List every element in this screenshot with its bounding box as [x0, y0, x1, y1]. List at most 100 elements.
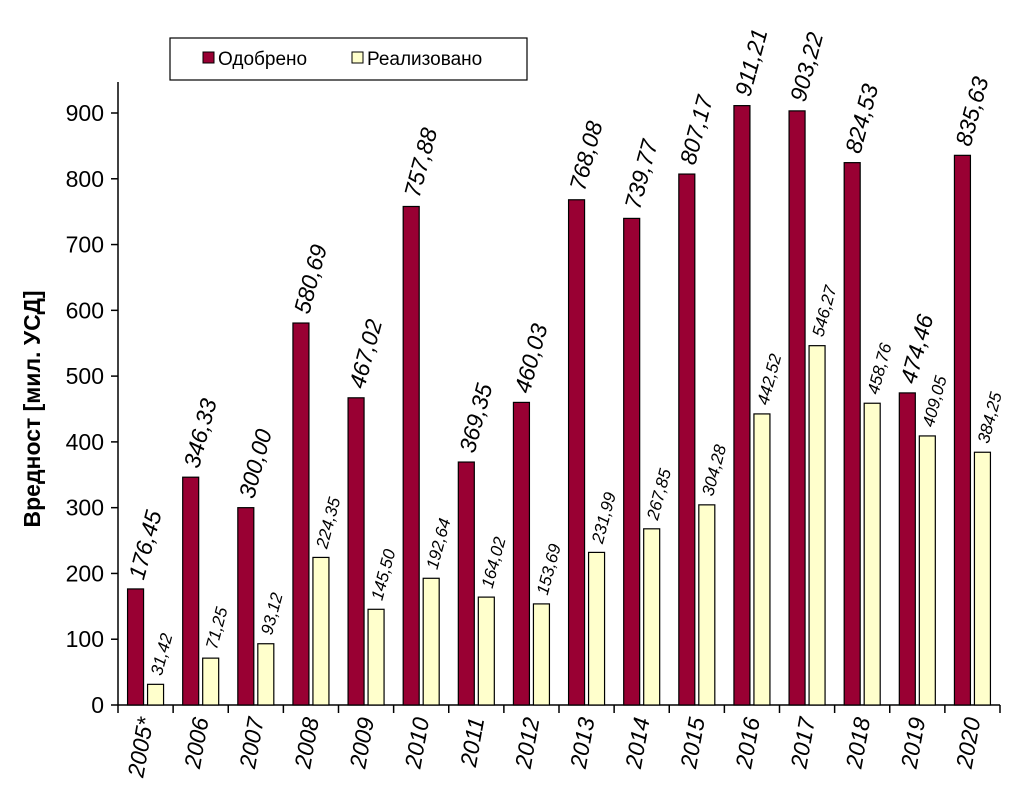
- x-tick-label: 2010: [399, 715, 434, 771]
- x-tick-label: 2019: [896, 715, 931, 771]
- data-label-approved: 824,53: [840, 81, 883, 156]
- data-label-realized: 231,99: [588, 490, 620, 547]
- data-label-approved: 346,33: [178, 396, 221, 471]
- data-label-realized: 93,12: [257, 590, 287, 637]
- x-tick-label: 2018: [840, 715, 875, 771]
- y-tick-label: 200: [66, 560, 104, 586]
- data-label-approved: 807,17: [675, 92, 719, 168]
- y-tick-label: 100: [66, 626, 104, 652]
- bar-approved: [788, 110, 806, 706]
- data-label-realized: 409,05: [919, 373, 951, 429]
- data-label-realized: 546,27: [809, 283, 841, 339]
- x-tick-label: 2012: [510, 715, 545, 771]
- y-tick-label: 700: [66, 232, 104, 258]
- data-label-approved: 757,88: [399, 125, 442, 200]
- data-label-realized: 224,35: [312, 495, 344, 552]
- x-tick-label: 2006: [179, 715, 214, 771]
- bar-realized: [202, 657, 220, 706]
- bar-approved: [898, 392, 916, 706]
- data-label-realized: 267,85: [643, 466, 675, 523]
- bar-approved: [567, 199, 586, 706]
- bar-realized: [698, 504, 716, 706]
- legend-swatch-realized: [351, 51, 364, 64]
- data-label-approved: 835,63: [950, 74, 993, 149]
- data-label-realized: 145,50: [368, 547, 400, 603]
- y-tick-label: 600: [66, 297, 104, 323]
- y-axis-title: Вредност [мил. УСД]: [19, 291, 45, 528]
- data-label-approved: 176,45: [123, 507, 166, 582]
- bar-realized: [863, 402, 881, 706]
- x-tick-label: 2020: [951, 715, 986, 771]
- x-tick-label: 2009: [344, 715, 379, 771]
- data-label-approved: 300,00: [234, 426, 277, 501]
- data-label-approved: 903,22: [785, 29, 828, 104]
- bar-realized: [643, 528, 661, 706]
- data-label-approved: 580,69: [289, 241, 332, 316]
- data-label-realized: 458,76: [864, 341, 896, 397]
- bar-approved: [623, 217, 641, 706]
- legend-label-approved: Одобрено: [218, 49, 307, 70]
- bar-realized: [587, 551, 606, 706]
- bar-approved: [402, 205, 420, 706]
- legend-label-realized: Реализовано: [367, 49, 482, 70]
- bar-realized: [146, 683, 165, 706]
- bar-realized: [257, 643, 275, 706]
- legend-swatch-approved: [202, 51, 215, 64]
- bar-approved: [843, 162, 861, 706]
- bar-approved: [182, 476, 200, 706]
- data-label-approved: 460,03: [509, 321, 552, 396]
- bar-realized: [422, 577, 440, 706]
- data-label-approved: 739,77: [619, 136, 663, 212]
- bar-realized: [477, 596, 495, 706]
- bar-realized: [973, 451, 992, 706]
- x-tick-label: 2008: [289, 715, 324, 771]
- x-tick-label: 2017: [785, 714, 820, 771]
- x-tick-label: 2014: [620, 715, 655, 771]
- axes: 0 100 200 300 400 500 600 700 800 900 Вредност [ми…: [19, 82, 1001, 780]
- bar-realized: [753, 413, 771, 706]
- y-tick-label: 0: [91, 692, 104, 718]
- data-label-realized: 384,25: [974, 390, 1006, 446]
- y-tick-label: 300: [66, 495, 104, 521]
- data-label-realized: 31,42: [147, 631, 177, 678]
- x-tick-label: 2013: [565, 715, 600, 771]
- bar-realized: [532, 603, 551, 706]
- bar-approved: [347, 397, 365, 706]
- x-tick-label: 2005*: [122, 714, 158, 780]
- data-label-approved: 467,02: [344, 316, 387, 391]
- y-tick-label: 900: [66, 100, 104, 126]
- x-tick-label: 2007: [234, 714, 269, 771]
- bar-approved: [457, 461, 475, 706]
- data-label-realized: 192,64: [423, 516, 455, 571]
- legend: Одобрено Реализовано: [169, 37, 528, 81]
- data-label-approved: 369,35: [454, 380, 497, 455]
- data-label-approved: 911,21: [730, 26, 773, 99]
- x-tick-label: 2011: [455, 715, 489, 769]
- data-label-realized: 442,52: [753, 351, 785, 407]
- y-tick-label: 400: [66, 429, 104, 455]
- data-label-realized: 304,28: [698, 442, 730, 498]
- data-label-realized: 164,02: [478, 534, 510, 590]
- bar-approved: [126, 588, 145, 706]
- bar-approved: [237, 507, 255, 706]
- bar-approved: [953, 154, 972, 706]
- bars: [126, 105, 992, 706]
- bar-realized: [312, 556, 330, 706]
- data-label-realized: 71,25: [202, 605, 232, 652]
- y-tick-label: 500: [66, 363, 104, 389]
- y-tick-label: 800: [66, 166, 104, 192]
- x-tick-label: 2015: [675, 715, 710, 771]
- bar-approved: [292, 322, 310, 706]
- bar-realized: [918, 435, 936, 706]
- bar-realized: [808, 345, 826, 706]
- bar-approved: [678, 173, 696, 706]
- data-label-approved: 768,08: [564, 118, 607, 193]
- bar-approved: [733, 105, 751, 706]
- data-label-realized: 153,69: [533, 541, 565, 597]
- legend-box: [169, 37, 528, 81]
- bar-realized: [367, 608, 385, 706]
- bar-approved: [512, 401, 531, 706]
- x-tick-label: 2016: [730, 715, 765, 771]
